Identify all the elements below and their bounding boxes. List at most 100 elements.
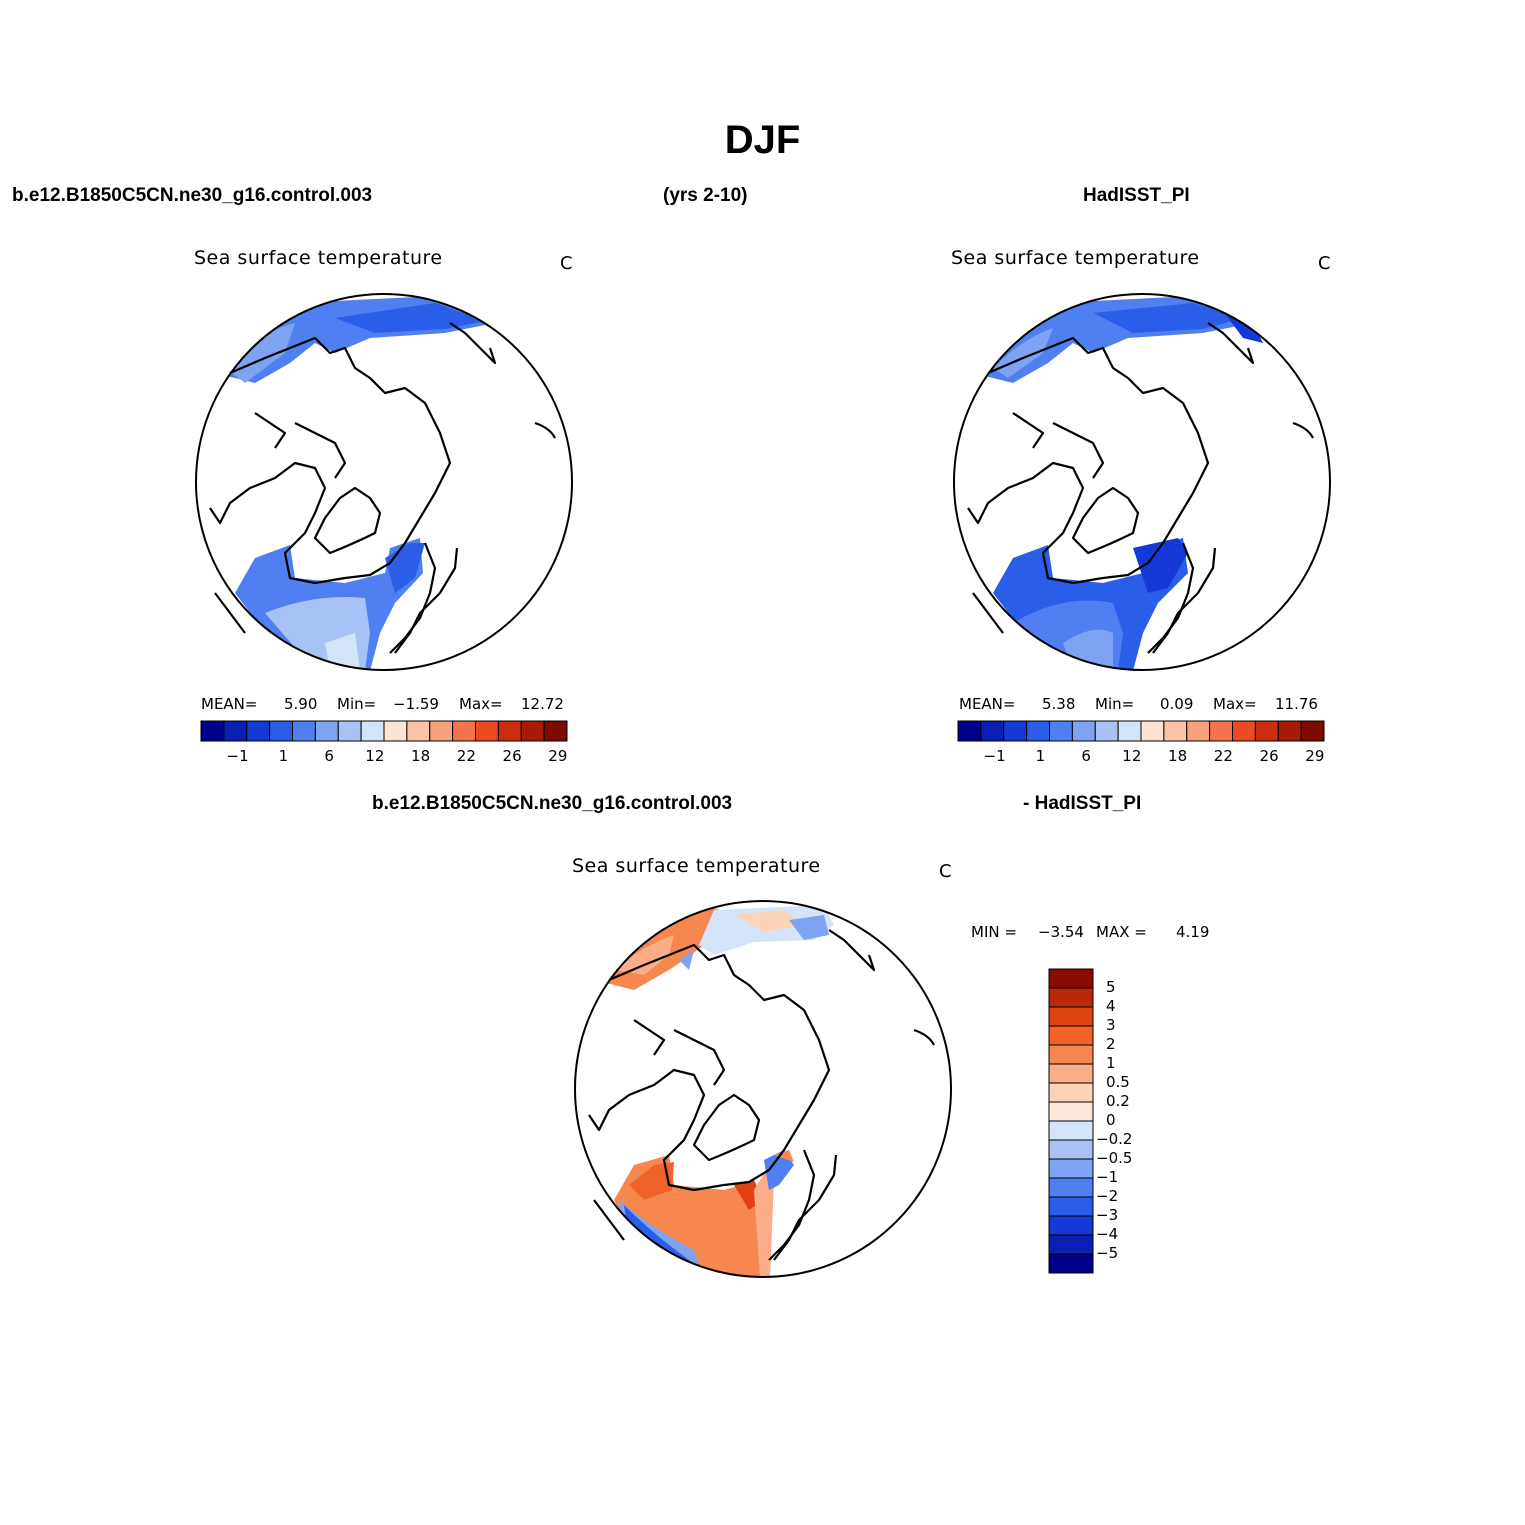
diff-panel-title: Sea surface temperature [572, 855, 821, 877]
obs-max-label: Max= [1213, 695, 1257, 713]
diff-colorbar-swatch [1048, 1234, 1094, 1255]
model-colorbar-tick-label: 29 [548, 747, 568, 765]
model-mean-value: 5.90 [284, 695, 318, 713]
model-polar-map [195, 293, 573, 671]
obs-colorbar-swatch [1232, 720, 1256, 742]
obs-colorbar-swatch [1003, 720, 1028, 742]
model-max-label: Max= [459, 695, 503, 713]
obs-colorbar-tick-label: −1 [983, 747, 1006, 765]
obs-mean-label: MEAN= [959, 695, 1016, 713]
diff-colorbar-swatch [1048, 968, 1094, 989]
diff-case-name: b.e12.B1850C5CN.ne30_g16.control.003 [372, 793, 733, 814]
diff-colorbar-tick-label: −5 [1096, 1244, 1119, 1262]
obs-colorbar-ticks: −1 1 6 12 18 22 26 29 [958, 747, 1325, 767]
model-colorbar-swatch [406, 720, 431, 742]
diff-colorbar-swatch [1048, 1063, 1094, 1084]
diff-colorbar-tick-label: −4 [1096, 1225, 1119, 1243]
diff-colorbar-tick-label: 0.5 [1106, 1073, 1130, 1091]
diff-colorbar-tick-label: −1 [1096, 1168, 1119, 1186]
model-colorbar-swatch [314, 720, 339, 742]
obs-colorbar-swatch [1140, 720, 1165, 742]
model-colorbar [200, 720, 568, 742]
diff-colorbar-tick-label: 0.2 [1106, 1092, 1130, 1110]
model-colorbar-swatch [429, 720, 454, 742]
model-colorbar-swatch [337, 720, 362, 742]
diff-obs-name: - HadISST_PI [1023, 793, 1142, 814]
obs-colorbar-swatch [980, 720, 1005, 742]
diff-colorbar-swatch [1048, 1082, 1094, 1103]
diff-colorbar-swatch [1048, 1158, 1094, 1179]
obs-colorbar-swatch [1094, 720, 1119, 742]
model-colorbar-swatch [452, 720, 476, 742]
obs-max-value: 11.76 [1275, 695, 1318, 713]
diff-polar-map [574, 900, 952, 1278]
obs-colorbar-tick-label: 12 [1122, 747, 1142, 765]
diff-colorbar-ticks: 5 4 3 2 1 0.5 0.2 0 −0.2 −0.5 −1 −2 −3 −4 −5 [1096, 969, 1156, 1273]
model-units: C [560, 253, 573, 274]
obs-min-label: Min= [1095, 695, 1135, 713]
diff-colorbar-swatch [1048, 1025, 1094, 1046]
obs-units: C [1318, 253, 1331, 274]
diff-colorbar-swatch [1048, 1253, 1094, 1274]
model-colorbar-swatch [269, 720, 293, 742]
diff-colorbar-tick-label: 3 [1106, 1016, 1116, 1034]
diff-colorbar-swatch [1048, 987, 1094, 1008]
diff-colorbar-tick-label: −3 [1096, 1206, 1119, 1224]
obs-colorbar-tick-label: 18 [1168, 747, 1188, 765]
model-colorbar-swatch [520, 720, 545, 742]
obs-colorbar-swatch [1209, 720, 1233, 742]
model-colorbar-swatch [360, 720, 385, 742]
diff-max-value: 4.19 [1176, 923, 1210, 941]
obs-colorbar-tick-label: 29 [1305, 747, 1325, 765]
figure-title: DJF [724, 118, 801, 162]
diff-colorbar-tick-label: 4 [1106, 997, 1116, 1015]
obs-panel-title: Sea surface temperature [951, 247, 1200, 269]
diff-min-label: MIN = [971, 923, 1017, 941]
model-colorbar-tick-label: 1 [278, 747, 289, 765]
model-panel-title: Sea surface temperature [194, 247, 443, 269]
model-colorbar-swatch [292, 720, 316, 742]
model-colorbar-tick-label: 6 [324, 747, 334, 765]
obs-colorbar-swatch [1026, 720, 1050, 742]
obs-colorbar-swatch [957, 720, 982, 742]
obs-min-value: 0.09 [1160, 695, 1194, 713]
model-colorbar-tick-label: −1 [226, 747, 249, 765]
model-max-value: 12.72 [521, 695, 564, 713]
model-colorbar-swatch [223, 720, 248, 742]
diff-colorbar-swatch [1048, 1196, 1094, 1217]
diff-min-value: −3.54 [1038, 923, 1084, 941]
obs-colorbar-swatch [1117, 720, 1142, 742]
obs-colorbar-tick-label: 22 [1213, 747, 1233, 765]
diff-max-label: MAX = [1096, 923, 1147, 941]
diff-colorbar-tick-label: 1 [1106, 1054, 1116, 1072]
model-colorbar-swatch [475, 720, 499, 742]
model-colorbar-swatch [497, 720, 522, 742]
model-colorbar-swatch [543, 720, 568, 742]
obs-colorbar-tick-label: 1 [1035, 747, 1046, 765]
model-colorbar-tick-label: 26 [502, 747, 522, 765]
obs-colorbar-swatch [1254, 720, 1279, 742]
obs-colorbar-swatch [1300, 720, 1325, 742]
model-colorbar-swatch [200, 720, 225, 742]
obs-colorbar-swatch [1049, 720, 1073, 742]
diff-colorbar-swatch [1048, 1120, 1094, 1141]
diff-colorbar-swatch [1048, 1006, 1094, 1027]
obs-colorbar-swatch [1071, 720, 1096, 742]
diff-colorbar-swatch [1048, 1139, 1094, 1160]
diff-colorbar-swatch [1048, 1215, 1094, 1236]
model-colorbar-tick-label: 18 [411, 747, 431, 765]
diff-colorbar-tick-label: 0 [1106, 1111, 1116, 1129]
diff-colorbar-swatch [1048, 1044, 1094, 1065]
obs-colorbar-tick-label: 26 [1259, 747, 1279, 765]
obs-mean-value: 5.38 [1042, 695, 1076, 713]
diff-colorbar-tick-label: −0.2 [1096, 1130, 1133, 1148]
obs-colorbar [957, 720, 1325, 742]
model-colorbar-swatch [246, 720, 271, 742]
diff-colorbar [1048, 968, 1094, 1274]
model-colorbar-ticks: −1 1 6 12 18 22 26 29 [201, 747, 568, 767]
case-name: b.e12.B1850C5CN.ne30_g16.control.003 [12, 185, 373, 206]
diff-colorbar-tick-label: 5 [1106, 978, 1116, 996]
years-label: (yrs 2-10) [663, 185, 748, 206]
model-min-label: Min= [337, 695, 377, 713]
model-colorbar-tick-label: 22 [456, 747, 476, 765]
